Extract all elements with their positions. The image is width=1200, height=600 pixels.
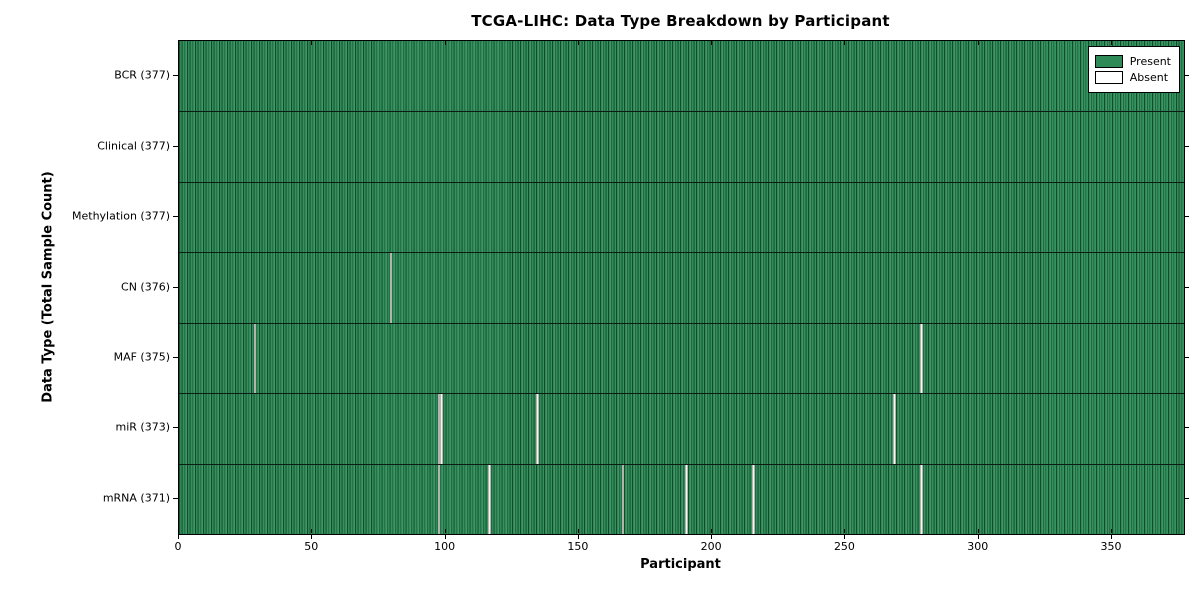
x-tick-mark-inner <box>311 529 313 533</box>
legend-entry-absent: Absent <box>1094 71 1171 84</box>
absent-gap <box>488 463 491 534</box>
x-tick-mark-top <box>577 41 579 45</box>
absent-gap <box>440 393 443 464</box>
x-tick-mark <box>977 534 979 539</box>
chart-title: TCGA-LIHC: Data Type Breakdown by Partic… <box>471 12 890 30</box>
row-cn <box>179 252 1184 323</box>
x-tick-label: 350 <box>1100 540 1122 553</box>
x-tick-mark <box>311 534 313 539</box>
y-tick-label-clinical: Clinical (377) <box>97 139 170 153</box>
y-tick-mark-left <box>173 427 178 429</box>
x-tick-label: 50 <box>304 540 319 553</box>
row-separator <box>179 111 1184 113</box>
absent-gap <box>437 463 441 534</box>
x-tick-mark-inner <box>711 529 713 533</box>
x-tick-label: 250 <box>833 540 855 553</box>
x-tick-mark <box>711 534 713 539</box>
x-tick-mark <box>444 534 446 539</box>
y-tick-mark-right <box>1184 216 1189 218</box>
y-tick-mark-left <box>173 145 178 147</box>
y-tick-mark-right <box>1184 427 1189 429</box>
x-tick-mark-inner <box>977 529 979 533</box>
row-clinical <box>179 111 1184 182</box>
y-tick-mark-left <box>173 286 178 288</box>
y-tick-mark-right <box>1184 286 1189 288</box>
absent-gap <box>920 322 923 394</box>
y-tick-label-methylation: Methylation (377) <box>72 209 170 223</box>
y-tick-label-cn: CN (376) <box>121 280 170 293</box>
absent-gap <box>893 393 897 464</box>
y-tick-mark-left <box>173 75 178 77</box>
absent-gap <box>920 463 923 534</box>
x-tick-mark <box>178 534 179 539</box>
absent-gap <box>621 463 625 534</box>
plot-area: Present Absent <box>178 40 1185 535</box>
x-tick-mark-top <box>711 41 713 45</box>
x-tick-mark <box>577 534 579 539</box>
x-tick-mark-top <box>844 41 846 45</box>
absent-gap <box>253 322 257 394</box>
row-methylation <box>179 181 1184 253</box>
x-tick-mark-inner <box>577 529 579 533</box>
legend-label-present: Present <box>1129 55 1171 68</box>
row-separator <box>179 393 1184 395</box>
x-tick-mark-top <box>1111 41 1113 45</box>
legend-label-absent: Absent <box>1129 71 1169 84</box>
x-tick-mark-inner <box>1111 529 1113 533</box>
absent-gap <box>389 252 393 323</box>
x-tick-label: 300 <box>967 540 989 553</box>
y-tick-mark-right <box>1184 497 1189 499</box>
x-axis-label: Participant <box>640 557 721 572</box>
x-tick-mark-inner <box>444 529 446 533</box>
row-separator <box>179 463 1184 465</box>
x-tick-label: 200 <box>700 540 722 553</box>
x-tick-mark-inner <box>844 529 846 533</box>
absent-gap <box>685 463 689 534</box>
row-mrna <box>179 463 1184 534</box>
present-swatch <box>1094 55 1123 68</box>
x-tick-mark-top <box>311 41 313 45</box>
row-maf <box>179 322 1184 394</box>
absent-swatch <box>1094 71 1123 84</box>
x-tick-label: 150 <box>567 540 589 553</box>
row-separator <box>179 322 1184 324</box>
y-tick-mark-right <box>1184 145 1189 147</box>
x-tick-mark-top <box>977 41 979 45</box>
absent-gap <box>752 463 755 534</box>
row-mir <box>179 393 1184 464</box>
x-tick-mark-top <box>444 41 446 45</box>
y-tick-mark-left <box>173 216 178 218</box>
x-tick-label: 0 <box>174 540 182 553</box>
y-tick-mark-right <box>1184 75 1189 77</box>
absent-gap <box>437 393 441 464</box>
y-tick-label-bcr: BCR (377) <box>114 68 170 82</box>
x-tick-label: 100 <box>434 540 456 553</box>
row-bcr <box>179 41 1184 112</box>
x-tick-mark <box>1111 534 1113 539</box>
legend-entry-present: Present <box>1094 55 1171 68</box>
row-separator <box>179 252 1184 254</box>
y-tick-label-maf: MAF (375) <box>113 350 170 364</box>
y-tick-label-mir: miR (373) <box>115 420 171 434</box>
x-tick-mark-top <box>178 41 179 45</box>
y-tick-mark-right <box>1184 356 1189 358</box>
y-tick-mark-left <box>173 497 178 499</box>
legend: Present Absent <box>1087 46 1180 93</box>
absent-gap <box>536 393 539 464</box>
y-tick-mark-left <box>173 356 178 358</box>
x-tick-mark <box>844 534 846 539</box>
x-tick-mark-inner <box>178 529 179 533</box>
y-tick-label-mrna: mRNA (371) <box>102 491 170 505</box>
row-separator <box>179 181 1184 183</box>
y-axis-label: Data Type (Total Sample Count) <box>40 171 56 403</box>
